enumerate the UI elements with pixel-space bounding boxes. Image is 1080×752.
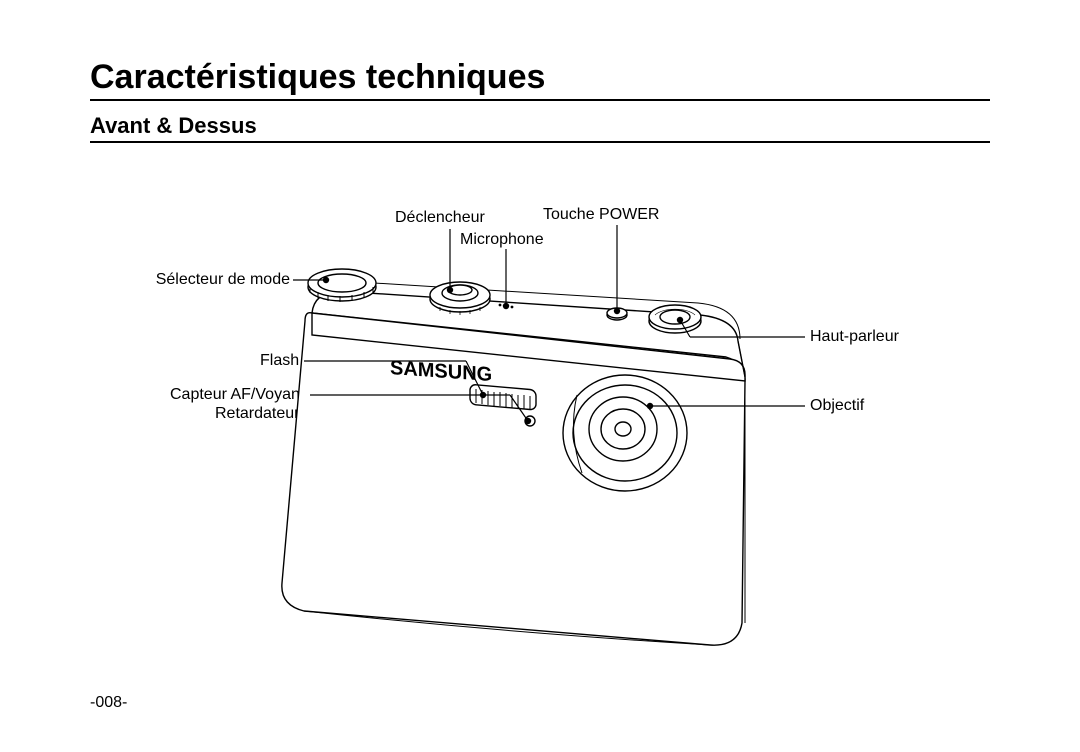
camera-svg: SAMSUNG	[90, 143, 990, 663]
page-number: -008-	[90, 694, 127, 712]
camera-diagram: Sélecteur de mode Déclencheur Microphone…	[90, 143, 990, 663]
page-title: Caractéristiques techniques	[90, 58, 990, 101]
section-title: Avant & Dessus	[90, 113, 990, 143]
